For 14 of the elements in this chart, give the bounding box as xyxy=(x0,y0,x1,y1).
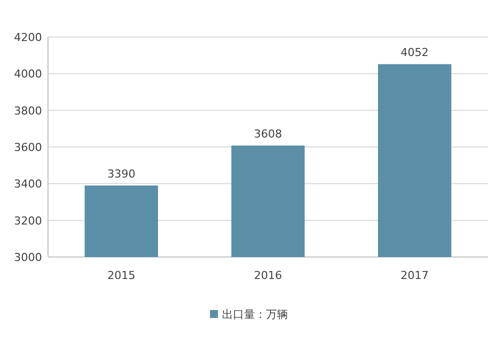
y-tick-label: 3400 xyxy=(14,178,42,191)
y-tick-label: 3600 xyxy=(14,141,42,154)
y-tick-label: 4200 xyxy=(14,31,42,44)
y-tick-label: 3800 xyxy=(14,104,42,118)
data-label: 3390 xyxy=(107,168,136,180)
x-tick-label: 2016 xyxy=(254,269,282,282)
x-tick-label: 2017 xyxy=(400,269,429,282)
x-tick-label: 2015 xyxy=(107,269,136,282)
y-tick-label: 4000 xyxy=(14,68,42,81)
y-tick-label: 3000 xyxy=(14,251,42,264)
legend-label: 出口量：万辆 xyxy=(222,308,288,321)
y-tick-label: 3200 xyxy=(14,214,42,228)
data-label: 3608 xyxy=(254,128,282,141)
data-label: 4052 xyxy=(400,46,429,60)
